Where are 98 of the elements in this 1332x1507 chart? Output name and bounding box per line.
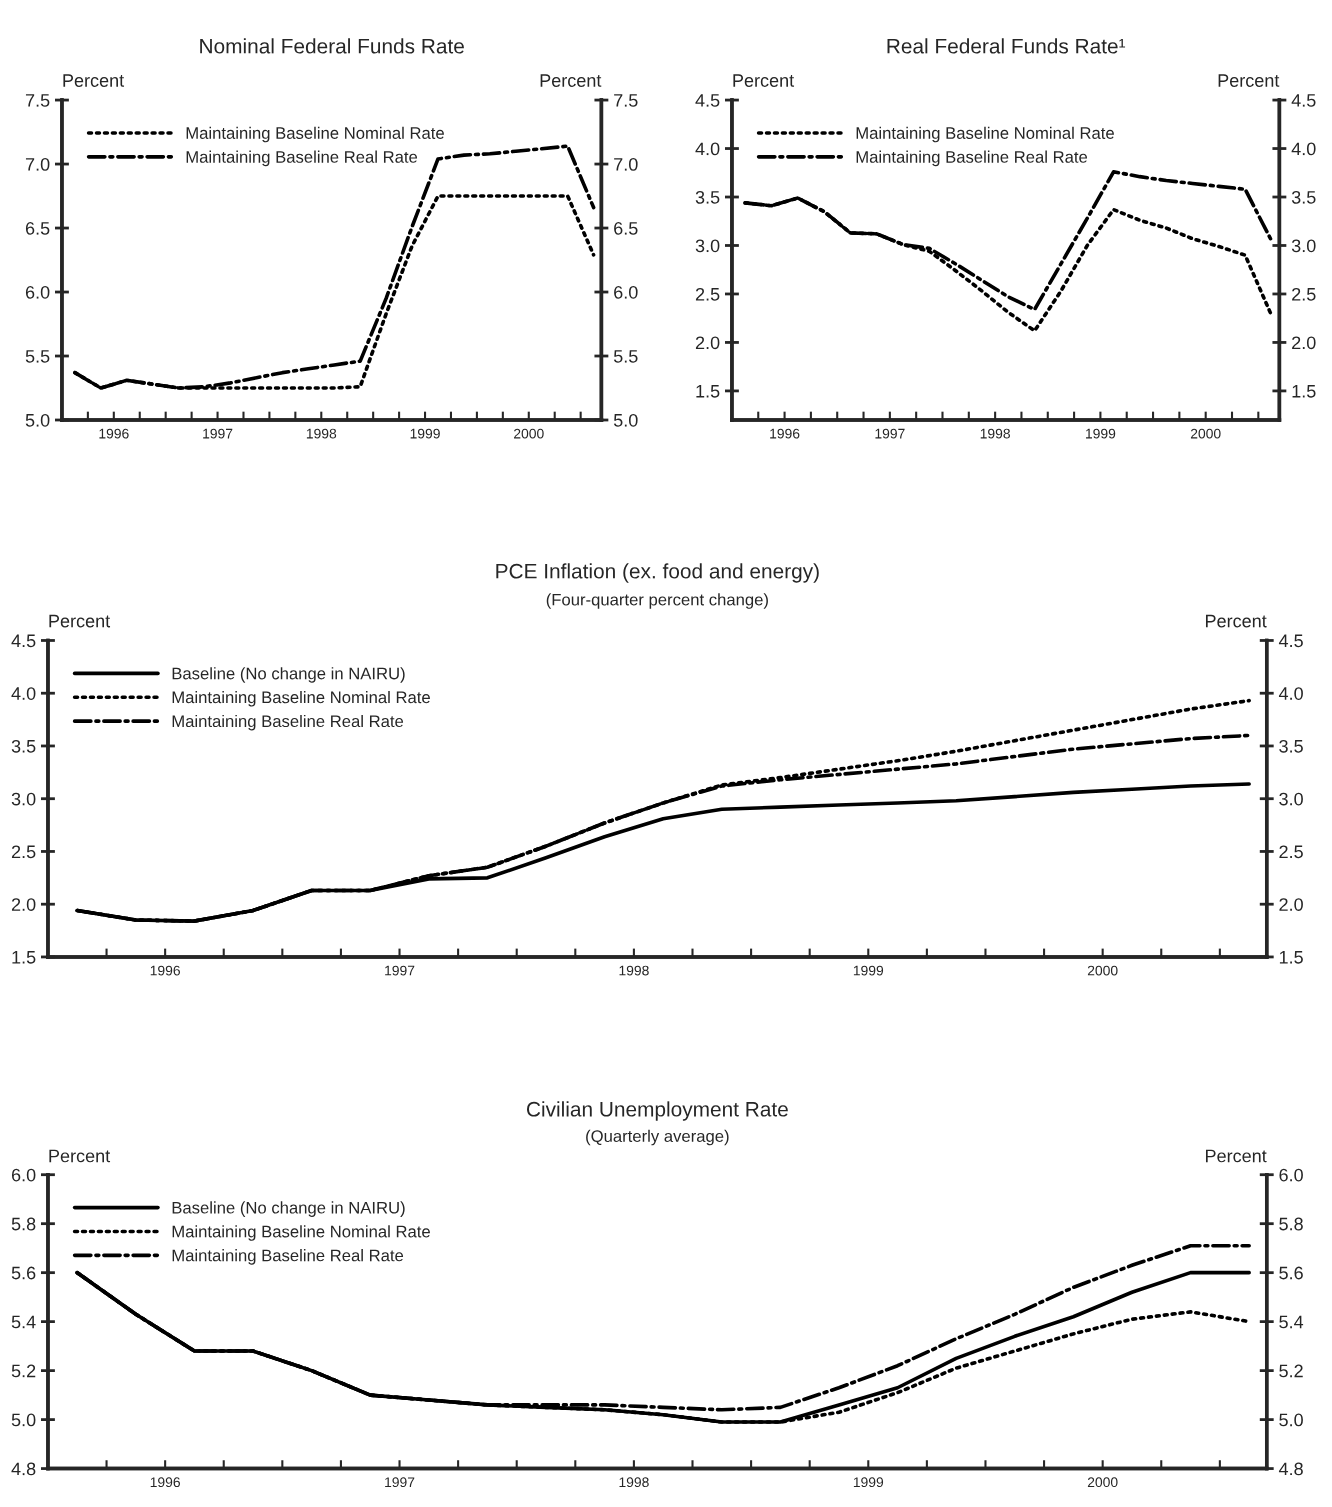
y-tick-label: 6.0	[11, 1168, 36, 1182]
legend-label: Maintaining Baseline Nominal Rate	[186, 126, 444, 143]
legend-label: Maintaining Baseline Real Rate	[172, 1249, 404, 1265]
y2-axis-title: Percent	[1218, 74, 1280, 87]
y2-tick-label: 5.0	[613, 413, 638, 427]
y2-tick-label: 5.4	[1279, 1315, 1304, 1329]
y-tick-label: 4.5	[11, 634, 36, 648]
y-tick-label: 3.5	[11, 739, 36, 753]
x-tick-label: 2000	[514, 428, 544, 439]
y-tick-label: 4.0	[11, 687, 36, 700]
y-tick-label: 5.6	[11, 1266, 36, 1280]
y-tick-label: 2.0	[695, 336, 720, 350]
y-tick-label: 7.0	[25, 157, 50, 171]
y-tick-label: 5.4	[11, 1315, 36, 1329]
x-tick-label: 1999	[410, 428, 440, 439]
legend-label: Maintaining Baseline Nominal Rate	[172, 1225, 430, 1241]
y-axis-title: Percent	[49, 1149, 111, 1163]
y2-tick-label: 5.2	[1279, 1364, 1303, 1378]
legend-label: Maintaining Baseline Nominal Rate	[172, 691, 430, 707]
x-tick-label: 1996	[150, 1477, 180, 1488]
y2-tick-label: 4.0	[1291, 142, 1316, 156]
x-tick-label: 1997	[385, 1477, 415, 1488]
y2-tick-label: 3.0	[1291, 239, 1316, 253]
y-tick-label: 5.8	[11, 1217, 36, 1231]
chart-subtitle: (Four-quarter percent change)	[546, 593, 768, 609]
x-tick-label: 1998	[980, 428, 1010, 439]
y-tick-label: 5.0	[11, 1413, 36, 1427]
x-tick-label: 2000	[1087, 965, 1118, 976]
y-tick-label: 3.5	[695, 190, 720, 204]
chart-subtitle: (Quarterly average)	[586, 1129, 729, 1146]
y2-tick-label: 3.0	[1279, 792, 1303, 806]
y-tick-label: 4.8	[11, 1462, 36, 1476]
legend-label: Maintaining Baseline Nominal Rate	[856, 126, 1114, 143]
y2-tick-label: 7.5	[614, 94, 638, 107]
chart-title: Civilian Unemployment Rate	[526, 1101, 788, 1121]
legend-label: Baseline (No change in NAIRU)	[172, 667, 405, 683]
y2-tick-label: 2.0	[1292, 336, 1316, 350]
y2-tick-label: 2.5	[1292, 287, 1316, 301]
y2-tick-label: 6.0	[1279, 1168, 1303, 1182]
y-tick-label: 4.0	[695, 142, 720, 156]
y-axis-title: Percent	[733, 74, 795, 87]
y2-axis-title: Percent	[1205, 1149, 1267, 1163]
x-tick-label: 1996	[150, 965, 180, 976]
legend-label: Maintaining Baseline Real Rate	[186, 150, 418, 167]
y-tick-label: 1.5	[696, 385, 720, 398]
y2-axis-title: Percent	[540, 74, 602, 87]
x-tick-label: 2000	[1190, 428, 1221, 439]
x-tick-label: 1998	[619, 965, 649, 976]
y2-tick-label: 6.0	[614, 285, 638, 299]
y2-tick-label: 5.5	[613, 350, 638, 363]
y2-tick-label: 3.5	[1291, 190, 1316, 204]
y2-tick-label: 2.0	[1279, 898, 1303, 911]
y2-tick-label: 1.5	[1279, 951, 1303, 964]
y-tick-label: 5.0	[25, 413, 50, 427]
x-tick-label: 1998	[619, 1477, 649, 1488]
legend-label: Maintaining Baseline Real Rate	[856, 150, 1088, 167]
legend-label: Baseline (No change in NAIRU)	[172, 1201, 405, 1217]
y2-tick-label: 4.8	[1278, 1462, 1303, 1476]
x-tick-label: 1997	[875, 428, 905, 439]
y2-tick-label: 6.5	[614, 221, 638, 235]
y-tick-label: 2.5	[695, 287, 720, 301]
x-tick-label: 1998	[306, 428, 337, 439]
chart-title: PCE Inflation (ex. food and energy)	[496, 563, 819, 583]
x-tick-label: 1996	[770, 428, 800, 439]
y2-tick-label: 5.0	[1279, 1413, 1303, 1427]
x-tick-label: 1997	[203, 428, 233, 439]
y2-tick-label: 5.8	[1279, 1217, 1303, 1231]
y2-tick-label: 3.5	[1279, 739, 1303, 753]
y-tick-label: 2.0	[11, 898, 36, 911]
y-tick-label: 3.0	[695, 239, 720, 253]
y-tick-label: 2.5	[11, 845, 36, 859]
y-tick-label: 6.0	[25, 285, 50, 299]
y-tick-label: 5.2	[11, 1364, 36, 1378]
x-tick-label: 1999	[1086, 428, 1116, 439]
y-tick-label: 1.5	[12, 951, 36, 964]
y-tick-label: 7.5	[25, 94, 50, 107]
y2-axis-title: Percent	[1205, 614, 1267, 628]
y2-tick-label: 2.5	[1279, 845, 1303, 859]
x-tick-label: 1996	[99, 428, 129, 439]
chart-title: Real Federal Funds Rate¹	[887, 38, 1126, 54]
y-axis-title: Percent	[63, 74, 125, 87]
x-tick-label: 1999	[853, 1477, 884, 1488]
y-tick-label: 4.5	[695, 94, 720, 107]
x-tick-label: 1997	[385, 965, 415, 976]
y2-tick-label: 1.5	[1292, 385, 1316, 398]
y-tick-label: 5.5	[25, 350, 50, 363]
y2-tick-label: 5.6	[1279, 1266, 1303, 1280]
legend-label: Maintaining Baseline Real Rate	[172, 714, 404, 731]
y2-tick-label: 7.0	[614, 157, 638, 171]
y2-tick-label: 4.0	[1278, 687, 1303, 700]
y-tick-label: 6.5	[25, 221, 50, 235]
chart-title: Nominal Federal Funds Rate	[200, 38, 464, 54]
x-tick-label: 1999	[853, 965, 884, 976]
y-tick-label: 3.0	[11, 792, 36, 806]
y2-tick-label: 4.5	[1278, 634, 1303, 648]
y-axis-title: Percent	[49, 614, 111, 628]
y2-tick-label: 4.5	[1291, 94, 1316, 107]
x-tick-label: 2000	[1087, 1477, 1118, 1488]
